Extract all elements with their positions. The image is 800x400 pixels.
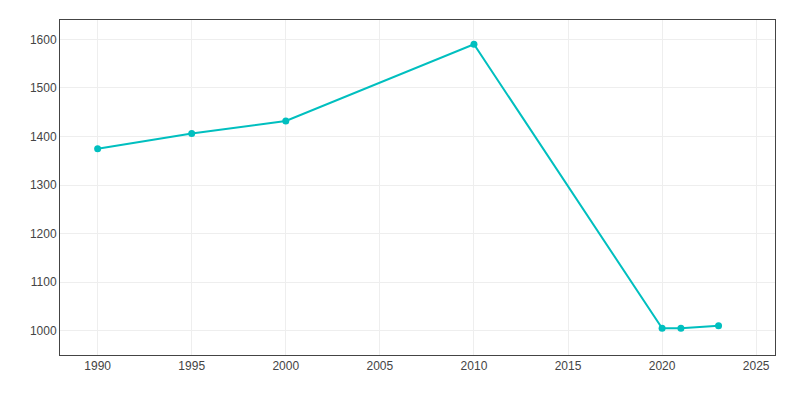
svg-text:1200: 1200 (30, 227, 57, 241)
svg-text:1100: 1100 (31, 275, 57, 289)
svg-text:1400: 1400 (30, 130, 57, 144)
svg-text:1000: 1000 (30, 324, 57, 338)
svg-text:1990: 1990 (84, 359, 111, 373)
svg-text:1300: 1300 (30, 178, 57, 192)
svg-text:1600: 1600 (30, 33, 57, 47)
svg-text:1500: 1500 (30, 81, 57, 95)
svg-text:2000: 2000 (272, 359, 299, 373)
svg-text:2025: 2025 (743, 359, 770, 373)
svg-text:1995: 1995 (178, 359, 205, 373)
svg-text:2005: 2005 (367, 359, 394, 373)
svg-text:2020: 2020 (649, 359, 676, 373)
svg-text:2015: 2015 (555, 359, 582, 373)
svg-text:2010: 2010 (461, 359, 488, 373)
